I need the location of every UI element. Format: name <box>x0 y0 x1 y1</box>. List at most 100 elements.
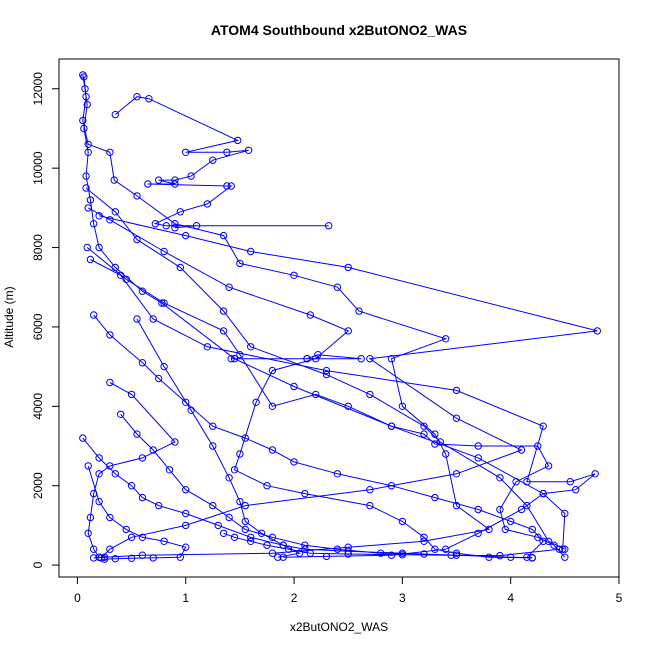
data-point <box>431 440 439 448</box>
data-point <box>95 454 103 462</box>
data-point <box>106 148 114 157</box>
data-point <box>106 462 114 470</box>
data-point <box>566 478 574 486</box>
data-point <box>182 148 190 157</box>
data-point <box>90 311 98 319</box>
data-point <box>209 501 217 510</box>
data-point <box>117 410 125 418</box>
y-axis-label: Altitude (m) <box>2 286 16 347</box>
y-tick-label: 6000 <box>31 313 45 340</box>
data-point <box>82 93 90 101</box>
data-point <box>86 255 95 264</box>
data-point <box>279 541 287 549</box>
data-point <box>176 553 185 561</box>
data-point <box>474 505 482 514</box>
data-point <box>155 501 163 510</box>
data-point <box>227 355 235 363</box>
data-point <box>80 73 88 81</box>
x-axis-label: x2ButONO2_WAS <box>290 620 388 634</box>
series-line <box>120 413 425 555</box>
series-line <box>93 314 544 558</box>
data-point <box>90 554 98 562</box>
data-point <box>247 343 255 351</box>
data-point <box>295 549 304 557</box>
data-point <box>86 196 95 204</box>
data-point <box>223 182 231 190</box>
data-point <box>303 355 311 363</box>
data-point <box>219 231 228 240</box>
data-point <box>593 327 601 335</box>
series-line <box>223 532 560 557</box>
data-point <box>127 482 136 490</box>
data-point <box>144 180 152 188</box>
series-line <box>82 74 566 550</box>
data-point <box>485 553 493 561</box>
data-point <box>452 386 461 395</box>
data-point <box>236 450 244 458</box>
data-point <box>138 454 147 462</box>
data-point <box>82 172 90 180</box>
data-point <box>106 331 114 339</box>
data-point <box>79 116 87 125</box>
data-point <box>138 533 147 541</box>
data-point <box>325 222 333 230</box>
data-point <box>366 501 374 510</box>
data-point <box>83 100 91 109</box>
data-point <box>312 390 320 399</box>
data-point <box>187 406 195 414</box>
series-line <box>82 437 533 559</box>
data-point <box>90 545 98 553</box>
data-point <box>106 513 114 522</box>
data-point <box>344 263 352 272</box>
data-point <box>176 208 185 216</box>
data-point <box>236 497 244 506</box>
data-point <box>145 95 153 103</box>
data-point <box>95 553 103 561</box>
data-point <box>241 434 250 442</box>
data-point <box>84 529 92 537</box>
data-point <box>301 541 309 549</box>
data-point <box>219 327 228 335</box>
data-point <box>162 222 170 230</box>
data-point <box>591 470 599 478</box>
data-point <box>244 146 253 155</box>
data-point <box>187 172 195 180</box>
data-point <box>84 148 92 157</box>
data-point <box>322 366 331 375</box>
y-tick-label: 4000 <box>31 393 45 420</box>
data-point <box>257 529 266 537</box>
data-point <box>274 553 282 561</box>
y-tick-label: 8000 <box>31 234 45 261</box>
data-point <box>133 192 141 200</box>
data-point <box>106 545 114 553</box>
data-point <box>559 545 567 553</box>
data-point <box>442 450 450 458</box>
data-point <box>306 549 314 557</box>
data-point <box>160 537 168 545</box>
data-point <box>182 486 190 494</box>
data-point <box>431 493 439 502</box>
data-point <box>111 470 120 478</box>
data-point <box>171 438 179 446</box>
series-line <box>90 259 596 558</box>
data-point <box>171 224 179 232</box>
data-point <box>534 442 542 450</box>
series-line <box>114 96 329 229</box>
data-point <box>236 259 244 268</box>
data-point <box>225 283 233 291</box>
data-point <box>333 545 342 553</box>
data-point <box>496 505 504 514</box>
data-point <box>209 442 217 450</box>
data-point <box>117 271 125 279</box>
data-point <box>496 551 504 560</box>
data-point <box>165 466 174 474</box>
data-point <box>333 283 342 291</box>
data-point <box>247 247 255 256</box>
data-point <box>333 470 342 478</box>
data-point <box>290 271 298 279</box>
data-point <box>344 327 352 335</box>
data-point <box>268 549 277 557</box>
chart-title: ATOM4 Southbound x2ButONO2_WAS <box>211 22 467 38</box>
data-point <box>133 430 141 438</box>
data-point <box>230 533 239 541</box>
